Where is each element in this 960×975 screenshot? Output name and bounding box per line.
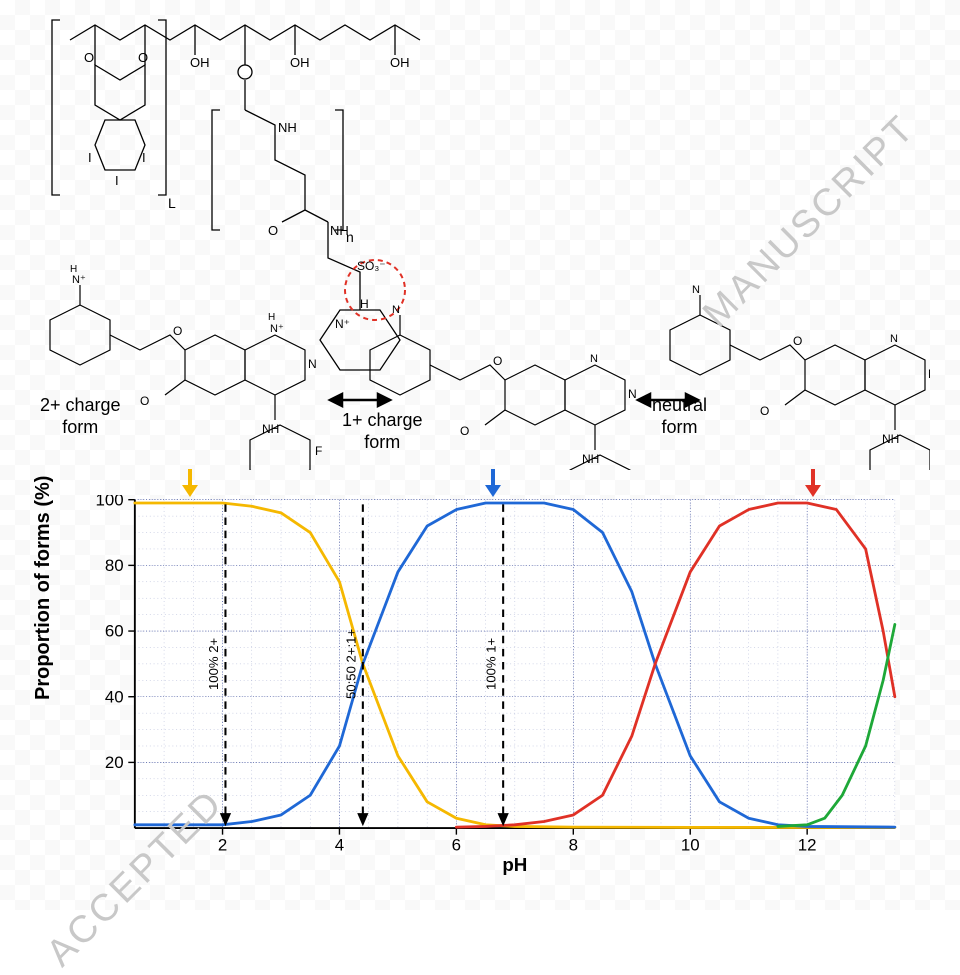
svg-text:20: 20 xyxy=(105,753,124,772)
svg-text:O: O xyxy=(793,334,802,348)
form-label-1plus: 1+ charge form xyxy=(342,410,423,453)
form-label-2plus: 2+ charge form xyxy=(40,395,121,438)
svg-text:N: N xyxy=(590,353,598,365)
svg-text:O: O xyxy=(140,394,149,408)
svg-text:O: O xyxy=(138,50,148,65)
svg-text:N: N xyxy=(392,304,400,316)
svg-text:8: 8 xyxy=(569,836,578,855)
svg-text:4: 4 xyxy=(335,836,344,855)
form-label-neutral: neutral form xyxy=(652,395,707,438)
svg-text:O: O xyxy=(493,354,502,368)
svg-text:L: L xyxy=(168,195,176,211)
form-label-1plus-l2: form xyxy=(364,432,400,452)
svg-text:F: F xyxy=(315,444,322,458)
form-label-2plus-l1: 2+ charge xyxy=(40,395,121,415)
svg-text:I: I xyxy=(115,173,119,188)
form-label-1plus-l1: 1+ charge xyxy=(342,410,423,430)
svg-text:NH: NH xyxy=(278,120,297,135)
svg-text:N⁺: N⁺ xyxy=(72,274,86,286)
svg-text:100: 100 xyxy=(95,495,123,509)
svg-text:N⁺: N⁺ xyxy=(335,317,350,331)
form-label-neutral-l1: neutral xyxy=(652,395,707,415)
form-label-2plus-l2: form xyxy=(62,417,98,437)
svg-text:N: N xyxy=(890,333,898,345)
svg-text:OH: OH xyxy=(190,55,210,70)
svg-text:OH: OH xyxy=(390,55,410,70)
svg-text:80: 80 xyxy=(105,556,124,575)
y-axis-label: Proportion of forms (%) xyxy=(32,476,55,700)
svg-text:O: O xyxy=(760,404,769,418)
svg-text:H: H xyxy=(268,312,275,323)
svg-text:SO₃⁻: SO₃⁻ xyxy=(357,259,386,273)
svg-text:I: I xyxy=(142,150,146,165)
drug-form-neutral: N O N N O NH Br F xyxy=(670,284,930,470)
svg-text:N: N xyxy=(928,367,930,381)
svg-text:N: N xyxy=(308,357,317,371)
svg-text:N: N xyxy=(628,387,637,401)
chart-svg: 2 4 6 8 10 12 20 40 60 80 100 100% 2+ 50:50 2+:1+ 100… xyxy=(95,495,930,875)
svg-text:H: H xyxy=(360,297,369,311)
svg-text:100% 1+: 100% 1+ xyxy=(484,637,499,690)
drug-form-2plus: N⁺H O N⁺H N O NH Br F xyxy=(50,264,322,470)
svg-text:H: H xyxy=(70,264,77,275)
svg-text:O: O xyxy=(268,223,278,238)
svg-text:O: O xyxy=(460,424,469,438)
svg-text:60: 60 xyxy=(105,622,124,641)
chem-svg: OHOHOH OO III L n NH O NH SO₃⁻ H N⁺ N⁺H … xyxy=(30,10,930,470)
svg-text:N⁺: N⁺ xyxy=(270,323,284,335)
svg-text:O: O xyxy=(173,324,182,338)
svg-text:pH: pH xyxy=(502,854,527,875)
svg-text:100% 2+: 100% 2+ xyxy=(206,637,221,690)
chart-panel: 2 4 6 8 10 12 20 40 60 80 100 100% 2+ 50:50 2+:1+ 100… xyxy=(95,495,930,875)
polymer-atom-labels: OHOHOH OO III L n NH O NH SO₃⁻ H N⁺ xyxy=(84,50,410,331)
chemical-structures-panel: OHOHOH OO III L n NH O NH SO₃⁻ H N⁺ N⁺H … xyxy=(30,10,930,470)
svg-text:NH: NH xyxy=(330,223,349,238)
svg-text:2: 2 xyxy=(218,836,227,855)
svg-text:12: 12 xyxy=(798,836,817,855)
figure-canvas: MANUSCRIPT ACCEPTED xyxy=(0,0,960,910)
svg-text:50:50 2+:1+: 50:50 2+:1+ xyxy=(343,629,358,699)
svg-text:I: I xyxy=(88,150,92,165)
svg-text:40: 40 xyxy=(105,687,124,706)
svg-text:O: O xyxy=(84,50,94,65)
svg-text:10: 10 xyxy=(681,836,700,855)
svg-text:OH: OH xyxy=(290,55,310,70)
svg-text:6: 6 xyxy=(452,836,461,855)
svg-text:N: N xyxy=(692,284,700,296)
equilibrium-arrow-1 xyxy=(330,394,390,406)
form-label-neutral-l2: form xyxy=(662,417,698,437)
